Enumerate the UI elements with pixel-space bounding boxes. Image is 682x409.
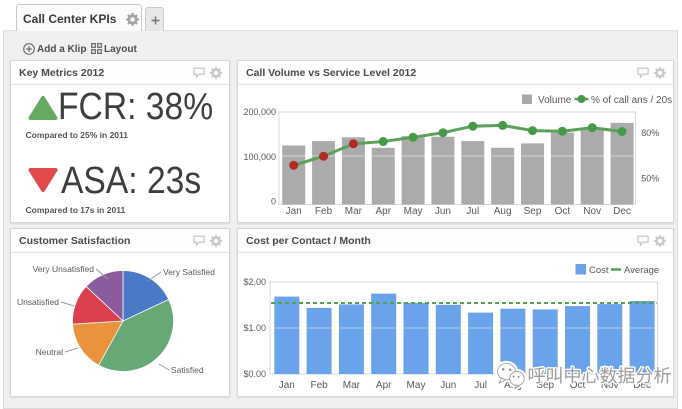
svg-text:Apr: Apr [375, 206, 391, 217]
svg-text:Average: Average [624, 265, 659, 276]
svg-text:Volume: Volume [538, 95, 572, 106]
svg-text:Feb: Feb [315, 206, 333, 217]
svg-text:May: May [404, 206, 423, 217]
svg-text:$1.00: $1.00 [243, 323, 266, 333]
svg-text:Sep: Sep [536, 380, 554, 391]
svg-text:50%: 50% [641, 174, 659, 184]
svg-text:Dec: Dec [613, 206, 631, 217]
svg-text:Jun: Jun [435, 206, 451, 217]
svg-text:Nov: Nov [601, 380, 619, 391]
svg-text:Cost: Cost [589, 265, 609, 276]
svg-text:Mar: Mar [343, 380, 361, 391]
svg-text:Jun: Jun [440, 380, 456, 391]
svg-text:Oct: Oct [570, 380, 586, 391]
svg-text:Very Satisfied: Very Satisfied [163, 267, 215, 277]
svg-text:Sep: Sep [524, 206, 542, 217]
svg-text:Jul: Jul [474, 380, 487, 391]
svg-text:$2.00: $2.00 [243, 277, 266, 287]
svg-text:200,000: 200,000 [243, 107, 276, 117]
svg-text:Satisfied: Satisfied [171, 365, 204, 375]
svg-text:Jan: Jan [286, 206, 302, 217]
svg-text:May: May [407, 380, 426, 391]
svg-text:Apr: Apr [376, 380, 392, 391]
svg-text:Jan: Jan [279, 380, 295, 391]
svg-text:Unsatisfied: Unsatisfied [17, 297, 59, 307]
svg-text:Feb: Feb [310, 380, 328, 391]
svg-text:$0.00: $0.00 [243, 369, 266, 379]
svg-text:Very Unsatisfied: Very Unsatisfied [33, 264, 95, 274]
svg-text:0: 0 [271, 196, 276, 206]
svg-text:Oct: Oct [555, 206, 571, 217]
svg-text:Nov: Nov [583, 206, 601, 217]
svg-text:Mar: Mar [345, 206, 363, 217]
svg-text:% of call ans / 20s: % of call ans / 20s [591, 95, 672, 106]
svg-text:80%: 80% [641, 128, 659, 138]
svg-text:Aug: Aug [494, 206, 512, 217]
svg-text:Jul: Jul [466, 206, 479, 217]
svg-text:Neutral: Neutral [36, 347, 64, 357]
svg-text:Dec: Dec [633, 380, 651, 391]
svg-text:100,000: 100,000 [243, 152, 276, 162]
